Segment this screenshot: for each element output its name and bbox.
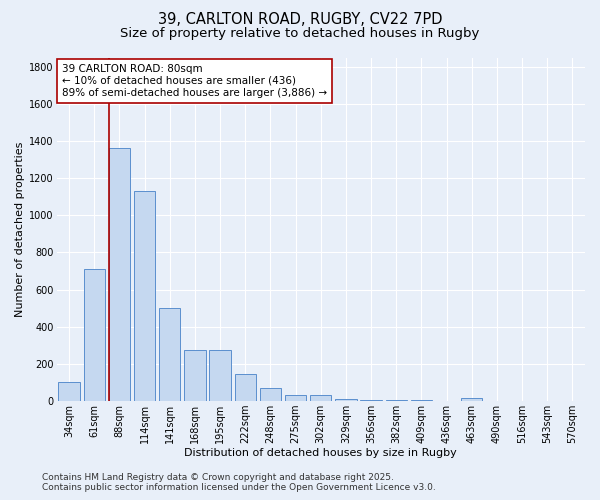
Bar bbox=[235, 374, 256, 401]
Text: 39 CARLTON ROAD: 80sqm
← 10% of detached houses are smaller (436)
89% of semi-de: 39 CARLTON ROAD: 80sqm ← 10% of detached… bbox=[62, 64, 327, 98]
Bar bbox=[83, 269, 105, 401]
Bar bbox=[209, 350, 231, 401]
Text: 39, CARLTON ROAD, RUGBY, CV22 7PD: 39, CARLTON ROAD, RUGBY, CV22 7PD bbox=[158, 12, 442, 28]
Text: Contains HM Land Registry data © Crown copyright and database right 2025.
Contai: Contains HM Land Registry data © Crown c… bbox=[42, 473, 436, 492]
Text: Size of property relative to detached houses in Rugby: Size of property relative to detached ho… bbox=[121, 28, 479, 40]
Bar bbox=[361, 400, 382, 401]
Bar bbox=[109, 148, 130, 401]
Bar bbox=[184, 350, 206, 401]
Bar bbox=[58, 382, 80, 401]
Bar bbox=[159, 308, 181, 401]
Bar bbox=[310, 395, 331, 401]
Bar bbox=[411, 400, 432, 401]
Bar bbox=[386, 400, 407, 401]
X-axis label: Distribution of detached houses by size in Rugby: Distribution of detached houses by size … bbox=[184, 448, 457, 458]
Bar bbox=[461, 398, 482, 401]
Y-axis label: Number of detached properties: Number of detached properties bbox=[15, 142, 25, 317]
Bar bbox=[260, 388, 281, 401]
Bar bbox=[335, 399, 356, 401]
Bar bbox=[134, 191, 155, 401]
Bar bbox=[285, 394, 307, 401]
